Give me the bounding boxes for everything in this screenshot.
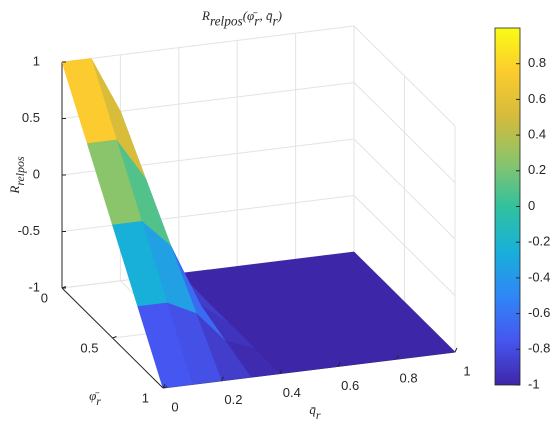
x-tick-label: 0.4: [283, 385, 301, 400]
y-axis-label-part: r: [96, 394, 101, 408]
z-tick-label: 0: [33, 166, 40, 181]
z-tick-label: -1: [28, 279, 40, 294]
chart-title-part: r: [272, 14, 278, 29]
x-axis-label-part: q̄: [309, 402, 316, 417]
chart-title-part: r: [254, 14, 260, 29]
colorbar-tick-label: -1: [528, 376, 540, 391]
tick-mark: [162, 383, 166, 389]
tick-mark: [112, 336, 117, 339]
tick-mark: [220, 376, 224, 382]
grid-line: [353, 138, 456, 240]
tick-mark: [337, 362, 341, 367]
tick-mark: [61, 286, 67, 289]
grid-line: [353, 195, 456, 296]
chart-title-part: relpos: [210, 14, 243, 29]
x-tick-label: 0: [171, 399, 178, 414]
tick-mark: [396, 354, 400, 360]
y-axis-label-part: φ̄: [89, 388, 100, 403]
x-tick-label: 0.6: [341, 378, 359, 393]
tick-mark: [279, 369, 283, 374]
colorbar-tick-label: -0.8: [528, 341, 550, 356]
grid-line: [61, 195, 355, 232]
grid-line: [353, 25, 456, 127]
grid-line: [61, 25, 355, 63]
chart-title-part: ): [277, 8, 282, 23]
colorbar-tick-label: -0.4: [528, 269, 550, 284]
z-tick-label: 1: [33, 53, 40, 68]
surface: [61, 58, 456, 389]
colorbar-tick-label: 0.8: [528, 55, 546, 70]
tick-mark: [454, 347, 458, 353]
z-tick-label: 0.5: [22, 110, 40, 125]
colorbar-tick-label: 0.4: [528, 127, 546, 142]
x-tick-label: 0.2: [224, 392, 242, 407]
y-tick-label: 0: [41, 290, 48, 305]
colorbar-tick-label: 0.2: [528, 162, 546, 177]
x-axis-label: q̄r: [309, 402, 321, 422]
chart-title-part: , q̄: [259, 8, 273, 23]
z-axis-label-part: relpos: [13, 156, 27, 186]
z-axis-label: Rrelpos: [7, 156, 27, 195]
colorbar-tick-label: 0: [528, 198, 535, 213]
chart-title: Rrelpos(φ̄r, q̄r): [201, 8, 282, 29]
x-axis-label-part: r: [316, 408, 321, 422]
x-tick-label: 1: [463, 363, 470, 378]
colorbar-tick-label: -0.6: [528, 305, 550, 320]
chart-title-part: R: [201, 8, 210, 23]
z-tick-label: -0.5: [18, 223, 40, 238]
y-tick-label: 0.5: [80, 340, 98, 355]
z-axis-label-part: R: [7, 186, 22, 195]
y-tick-label: 1: [142, 390, 149, 405]
surface-patch: [137, 302, 193, 389]
colorbar-tick-label: -0.2: [528, 234, 550, 249]
grid-line: [353, 82, 456, 183]
y-axis-label: φ̄r: [89, 388, 101, 408]
colorbar-tick-label: 0.6: [528, 91, 546, 106]
x-tick-label: 0.8: [400, 371, 418, 386]
colorbar: [494, 27, 521, 386]
